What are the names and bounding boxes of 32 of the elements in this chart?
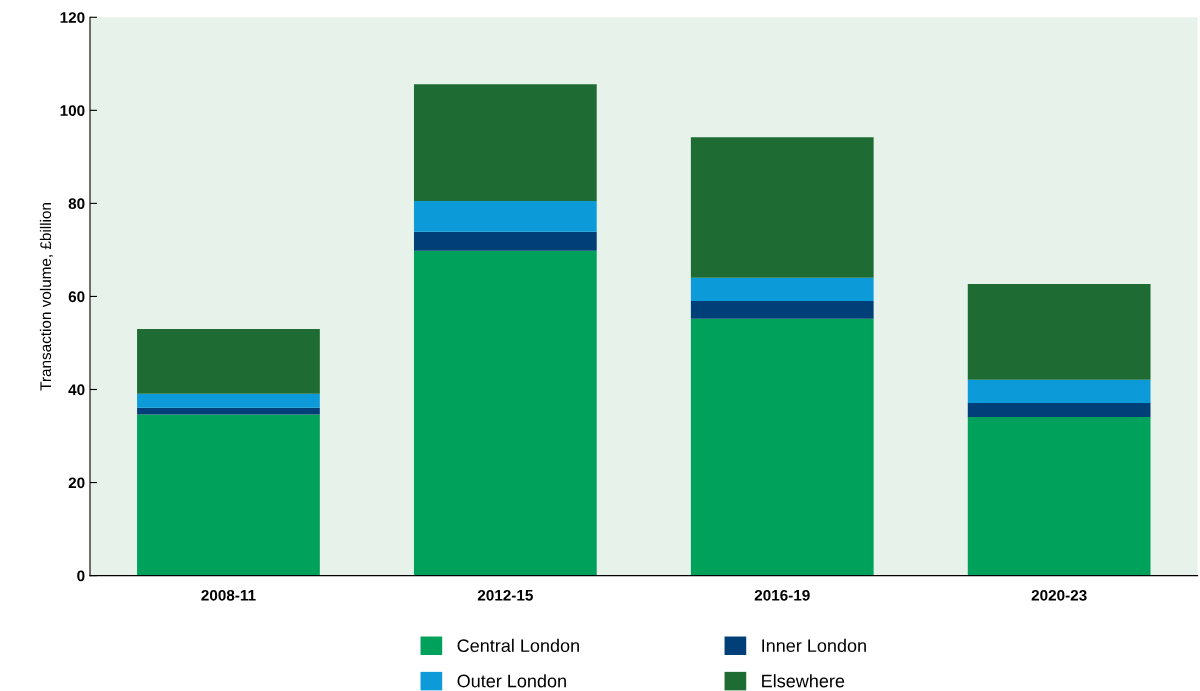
x-tick-label: 2016-19	[754, 589, 810, 601]
x-tick-label: 2012-15	[477, 589, 533, 601]
bar	[690, 277, 874, 302]
y-axis-title: Transaction volume, £billion	[39, 203, 53, 391]
y-tick-label: 0	[77, 570, 85, 582]
y-tick-label: 60	[68, 291, 85, 303]
x-tick-label: 2008-11	[201, 589, 256, 601]
y-tick-label: 20	[68, 477, 85, 489]
bar	[137, 414, 320, 576]
bar	[967, 402, 1151, 417]
y-tick-label: 40	[68, 384, 85, 396]
bar	[690, 318, 874, 576]
legend-label: Outer London	[457, 674, 566, 688]
bar	[967, 416, 1151, 576]
y-tick-label: 120	[60, 12, 85, 23]
legend-label: Inner London	[762, 638, 866, 653]
bar	[967, 283, 1151, 380]
bar	[137, 329, 320, 394]
bar	[967, 379, 1151, 403]
bar	[690, 301, 874, 319]
bar	[413, 201, 597, 232]
bar	[137, 393, 320, 408]
bar	[137, 407, 320, 415]
legend-label: Elsewhere	[762, 674, 845, 688]
legend-label: Central London	[457, 638, 579, 653]
y-tick-label: 80	[68, 198, 85, 210]
bar	[413, 84, 597, 202]
x-tick-label: 2020-23	[1031, 589, 1087, 601]
bar	[413, 231, 597, 251]
y-tick-label: 100	[60, 105, 85, 117]
bar	[413, 250, 597, 576]
bar	[690, 137, 874, 278]
